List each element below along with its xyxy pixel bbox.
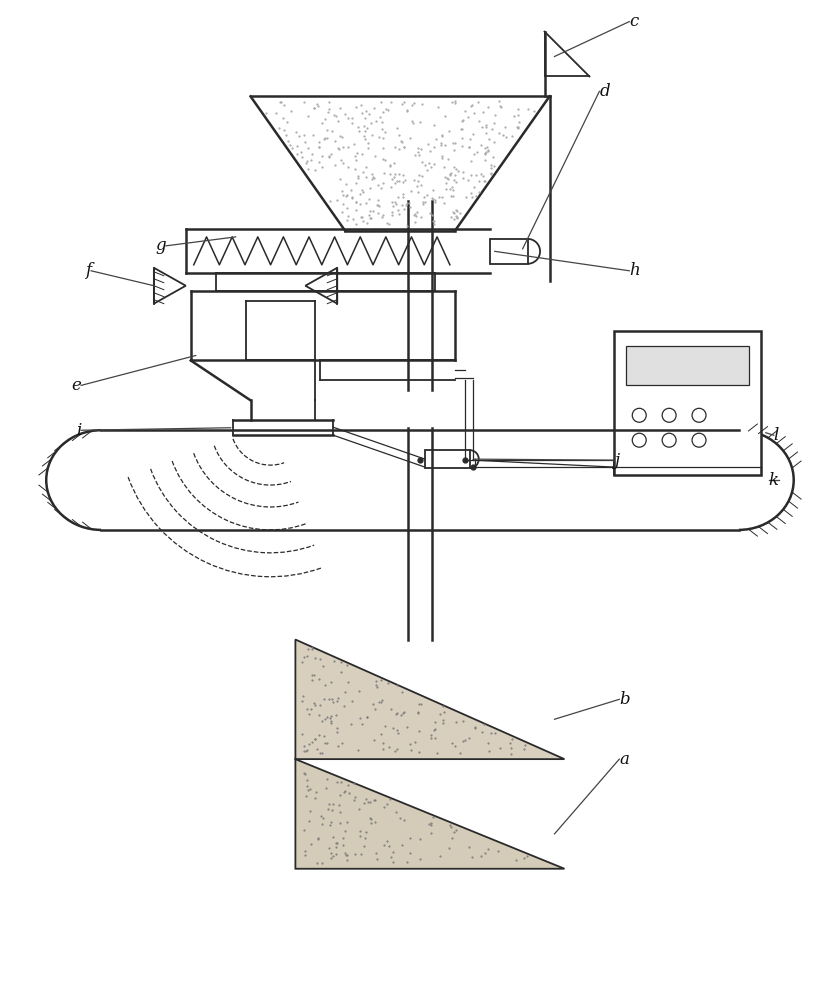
Polygon shape: [154, 268, 186, 304]
Text: e: e: [71, 377, 81, 394]
Text: c: c: [629, 13, 639, 30]
Polygon shape: [295, 759, 564, 869]
Text: a: a: [620, 751, 629, 768]
Text: g: g: [155, 237, 166, 254]
Polygon shape: [305, 268, 337, 304]
Polygon shape: [295, 640, 564, 759]
Text: l: l: [774, 427, 779, 444]
Text: d: d: [600, 83, 610, 100]
Text: b: b: [620, 691, 630, 708]
Text: j: j: [615, 452, 620, 469]
Text: k: k: [769, 472, 779, 489]
Text: i: i: [76, 422, 81, 439]
Bar: [626, 346, 749, 385]
Bar: [615, 331, 761, 475]
Text: f: f: [85, 262, 91, 279]
Text: h: h: [629, 262, 640, 279]
Bar: [425, 450, 469, 468]
Bar: [490, 239, 528, 264]
